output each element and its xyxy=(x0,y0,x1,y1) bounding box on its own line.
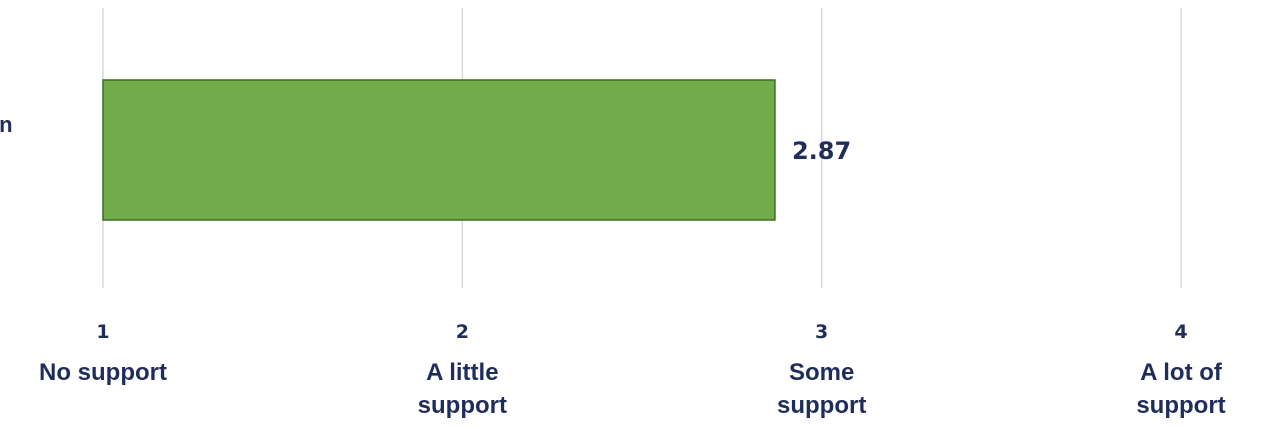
category-label: ation xyxy=(0,112,13,137)
tick-number-3: 3 xyxy=(815,321,828,343)
data-label: 2.87 xyxy=(792,137,851,165)
tick-label-2-line-2: support xyxy=(418,392,507,419)
tick-label-2-line-1: A little xyxy=(426,359,498,386)
tick-number-1: 1 xyxy=(96,321,109,343)
tick-label-4-line-2: support xyxy=(1136,392,1225,419)
tick-label-3-line-1: Some xyxy=(789,359,854,386)
tick-label-1-line-1: No support xyxy=(39,359,167,386)
tick-label-4-line-1: A lot of xyxy=(1140,359,1223,386)
bar xyxy=(102,79,776,221)
tick-label-3-line-2: support xyxy=(777,392,866,419)
tick-number-2: 2 xyxy=(456,321,469,343)
tick-number-4: 4 xyxy=(1174,321,1187,343)
